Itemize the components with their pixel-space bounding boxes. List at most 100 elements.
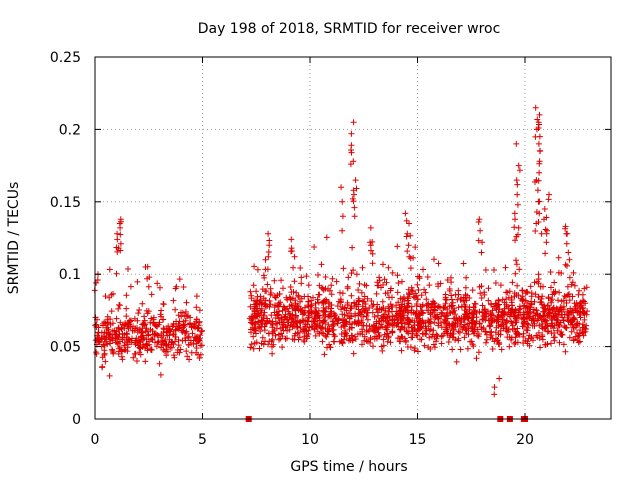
data-point — [542, 341, 549, 348]
data-point — [470, 310, 477, 317]
data-point — [440, 304, 447, 311]
data-point — [501, 299, 508, 306]
data-point — [180, 284, 187, 290]
data-point — [575, 291, 582, 298]
data-point — [375, 309, 382, 316]
data-point — [398, 347, 405, 354]
data-point-peak — [475, 219, 482, 225]
data-point-peak — [513, 140, 520, 147]
data-point — [418, 292, 425, 299]
data-point — [532, 312, 539, 319]
data-point — [435, 303, 442, 310]
data-point-peak — [496, 375, 503, 382]
data-point — [544, 312, 551, 318]
data-point — [406, 291, 413, 298]
data-point — [554, 317, 561, 324]
data-point-peak — [475, 237, 482, 244]
data-point — [269, 350, 276, 357]
data-point — [551, 279, 558, 286]
data-point-peak — [351, 204, 358, 211]
data-point — [492, 329, 499, 336]
data-point — [444, 277, 451, 283]
data-point — [512, 270, 519, 277]
data-point — [107, 340, 114, 347]
data-point — [478, 295, 485, 301]
data-point — [289, 336, 296, 343]
data-point — [407, 255, 414, 262]
data-point — [568, 281, 575, 288]
data-point — [306, 314, 313, 321]
data-point-peak — [515, 162, 522, 169]
data-point — [420, 309, 427, 316]
data-point — [581, 285, 588, 292]
data-point — [279, 307, 286, 314]
data-point — [431, 344, 438, 351]
data-point — [421, 342, 428, 349]
data-point — [379, 298, 386, 305]
data-point — [125, 266, 131, 272]
data-point — [549, 306, 556, 312]
data-point — [384, 319, 391, 326]
data-point — [498, 346, 505, 353]
data-point — [387, 287, 394, 294]
data-point-peak — [565, 249, 572, 256]
data-point — [395, 312, 402, 318]
data-point — [272, 294, 279, 301]
data-point — [494, 313, 501, 320]
data-point — [410, 293, 417, 300]
data-point — [457, 346, 464, 353]
data-point — [566, 291, 572, 297]
data-point — [350, 350, 357, 357]
data-point — [261, 274, 268, 281]
data-point — [582, 326, 589, 332]
data-point — [340, 265, 347, 272]
data-point — [391, 316, 398, 323]
data-point — [384, 338, 391, 345]
data-point — [141, 313, 148, 320]
data-point — [496, 339, 503, 346]
data-point — [520, 311, 527, 318]
data-point — [464, 321, 471, 328]
data-point — [142, 321, 149, 328]
data-point — [125, 341, 131, 348]
data-point — [397, 295, 404, 302]
data-point — [339, 340, 346, 347]
data-point — [108, 308, 115, 315]
data-point — [109, 347, 116, 354]
data-point — [443, 297, 450, 303]
data-point — [175, 342, 182, 349]
data-point — [450, 334, 457, 341]
data-point-peak — [511, 224, 518, 231]
data-point — [563, 300, 570, 306]
data-point — [506, 334, 513, 340]
data-point — [430, 341, 437, 348]
data-point — [285, 319, 292, 326]
data-point-peak — [534, 187, 541, 194]
data-point — [122, 320, 129, 327]
data-point — [401, 325, 408, 332]
data-point — [351, 319, 358, 326]
data-point — [555, 254, 562, 261]
data-point — [534, 278, 540, 285]
data-point — [171, 354, 178, 361]
data-point — [367, 339, 374, 346]
data-point-peak — [339, 213, 346, 220]
data-point — [417, 303, 424, 310]
data-point-peak — [145, 283, 152, 290]
data-point — [509, 325, 516, 332]
data-point — [435, 315, 441, 322]
data-point-peak — [545, 196, 552, 203]
data-point-peak — [405, 242, 412, 249]
data-point — [408, 334, 415, 341]
data-point — [548, 315, 555, 322]
data-point — [259, 286, 266, 293]
data-point — [299, 307, 306, 314]
data-point — [325, 328, 331, 334]
data-point-peak — [352, 177, 359, 184]
data-point — [533, 332, 540, 339]
data-point-peak — [543, 230, 550, 237]
data-point-peak — [402, 210, 409, 217]
data-point-peak — [114, 248, 121, 255]
data-point — [337, 289, 343, 296]
data-point-peak — [533, 220, 540, 227]
